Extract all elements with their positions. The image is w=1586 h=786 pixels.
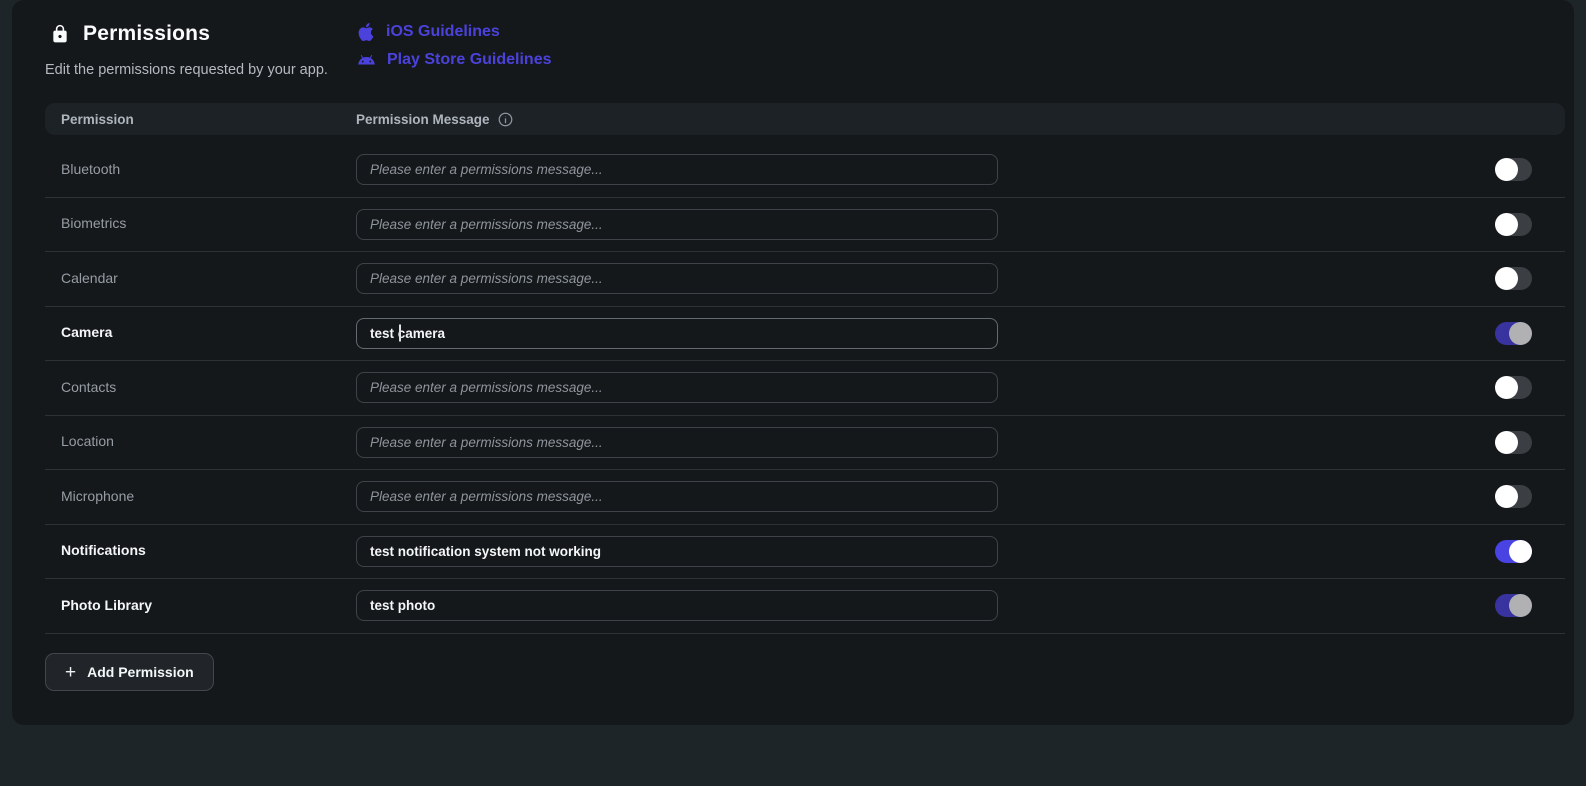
permission-toggle[interactable] xyxy=(1495,267,1532,291)
toggle-knob xyxy=(1495,430,1518,454)
text-caret xyxy=(399,324,401,342)
table-row: Notifications xyxy=(45,525,1565,579)
lock-icon xyxy=(50,22,70,46)
apple-icon xyxy=(357,22,375,42)
guideline-links: iOS Guidelines Play Store Guidelines xyxy=(357,22,552,69)
android-icon xyxy=(357,51,376,69)
page-title: Permissions xyxy=(83,22,211,45)
permission-name: Photo Library xyxy=(61,596,153,613)
permission-toggle[interactable] xyxy=(1495,212,1532,236)
page-subtitle: Edit the permissions requested by your a… xyxy=(45,62,328,78)
permission-toggle[interactable] xyxy=(1495,539,1532,563)
table-row: Location xyxy=(45,416,1565,470)
toggle-knob xyxy=(1495,212,1518,236)
permission-message-input[interactable] xyxy=(356,208,998,240)
add-permission-button[interactable]: + Add Permission xyxy=(45,653,214,691)
table-row: Microphone xyxy=(45,470,1565,525)
table-row: Contacts xyxy=(45,361,1565,416)
plus-icon: + xyxy=(65,661,77,683)
permission-name: Bluetooth xyxy=(61,160,121,177)
info-icon[interactable] xyxy=(498,112,513,127)
table-header: Permission Permission Message xyxy=(45,103,1565,135)
permission-toggle[interactable] xyxy=(1495,321,1532,345)
table-rows: Bluetooth Biometrics Calendar xyxy=(45,135,1565,634)
permission-name: Notifications xyxy=(61,542,146,559)
permissions-card: Permissions Edit the permissions request… xyxy=(12,0,1574,725)
toggle-knob xyxy=(1495,267,1518,291)
permission-message-input[interactable] xyxy=(356,426,998,458)
permission-message-input[interactable] xyxy=(356,372,998,404)
toggle-knob xyxy=(1495,376,1518,400)
permission-message-input[interactable] xyxy=(356,154,998,186)
toggle-knob xyxy=(1495,485,1518,509)
ios-guidelines-link[interactable]: iOS Guidelines xyxy=(357,22,552,42)
permission-message-input[interactable] xyxy=(356,263,998,295)
table-row: Biometrics xyxy=(45,198,1565,252)
permission-toggle[interactable] xyxy=(1495,430,1532,454)
permission-message-input[interactable] xyxy=(356,481,998,513)
permission-name: Microphone xyxy=(61,487,135,504)
table-row: Photo Library xyxy=(45,579,1565,634)
permission-message-input[interactable] xyxy=(356,317,998,349)
add-permission-label: Add Permission xyxy=(87,664,194,680)
page-title-row: Permissions xyxy=(50,22,210,46)
table-row: Camera xyxy=(45,307,1565,361)
permission-name: Contacts xyxy=(61,378,117,395)
permission-name: Location xyxy=(61,433,114,450)
permission-name: Camera xyxy=(61,324,113,341)
column-permission-message: Permission Message xyxy=(356,111,490,127)
permission-name: Calendar xyxy=(61,269,118,286)
table-row: Bluetooth xyxy=(45,143,1565,198)
play-store-guidelines-link[interactable]: Play Store Guidelines xyxy=(357,51,552,69)
permission-toggle[interactable] xyxy=(1495,158,1532,182)
permission-message-input[interactable] xyxy=(356,535,998,567)
permission-toggle[interactable] xyxy=(1495,485,1532,509)
ios-guidelines-label: iOS Guidelines xyxy=(386,23,500,40)
toggle-knob xyxy=(1509,539,1532,563)
toggle-knob xyxy=(1495,158,1518,182)
permission-toggle[interactable] xyxy=(1495,376,1532,400)
table-row: Calendar xyxy=(45,252,1565,307)
permission-message-input[interactable] xyxy=(356,590,998,622)
toggle-knob xyxy=(1509,321,1532,345)
toggle-knob xyxy=(1509,594,1532,618)
permission-toggle[interactable] xyxy=(1495,594,1532,618)
column-permission: Permission xyxy=(61,111,134,127)
permission-name: Biometrics xyxy=(61,215,127,232)
play-store-guidelines-label: Play Store Guidelines xyxy=(387,51,552,68)
